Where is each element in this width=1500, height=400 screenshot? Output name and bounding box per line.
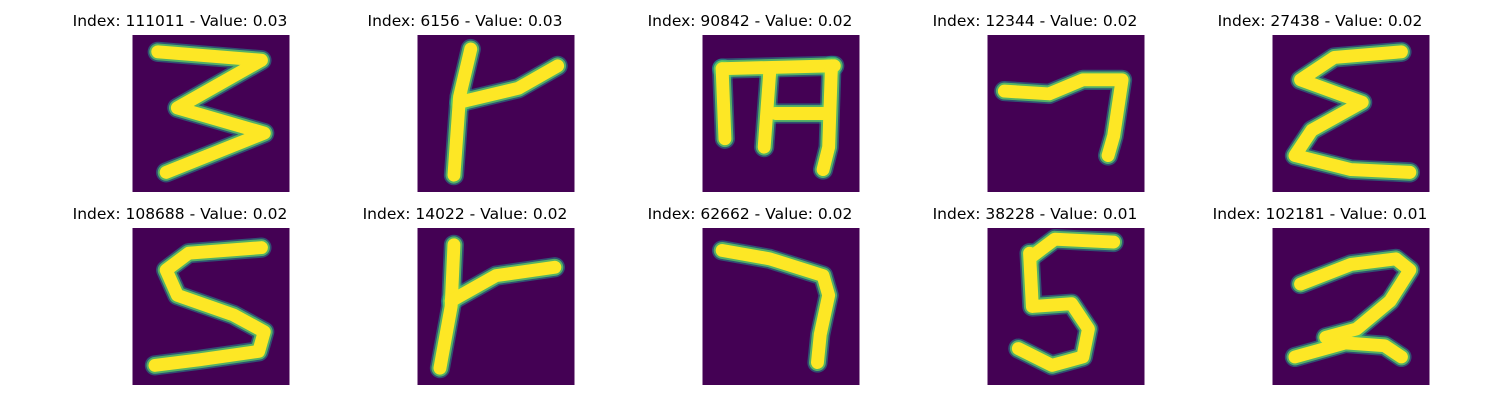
digit-stroke — [453, 59, 565, 109]
digit-image — [1272, 228, 1430, 385]
digit-stroke — [444, 260, 562, 308]
digit-image — [987, 228, 1145, 385]
panel-title: Index: 102181 - Value: 0.01 — [1212, 205, 1428, 223]
digit-image — [702, 228, 860, 385]
digit-stroke — [1288, 45, 1417, 179]
panel-title: Index: 108688 - Value: 0.02 — [72, 205, 288, 223]
panel-3: Index: 90842 - Value: 0.02 — [600, 0, 900, 193]
digit-stroke — [816, 59, 838, 177]
digit-image — [987, 35, 1145, 192]
panel-5: Index: 27438 - Value: 0.02 — [1170, 0, 1470, 193]
panel-title: Index: 27438 - Value: 0.02 — [1217, 12, 1423, 30]
digit-stroke — [757, 64, 777, 154]
panel-1: Index: 111011 - Value: 0.03 — [30, 0, 330, 193]
digit-stroke — [715, 62, 732, 146]
digit-stroke — [1025, 232, 1121, 263]
digit-image — [132, 35, 290, 192]
panel-7: Index: 14022 - Value: 0.02 — [315, 193, 615, 386]
panel-title: Index: 111011 - Value: 0.03 — [72, 12, 288, 30]
panel-title: Index: 14022 - Value: 0.02 — [362, 205, 568, 223]
digit-stroke — [997, 73, 1129, 163]
digit-image — [417, 228, 575, 385]
digit-stroke — [151, 45, 271, 179]
digit-image — [132, 228, 290, 385]
digit-stroke — [715, 243, 836, 370]
digit-image — [1272, 35, 1430, 192]
panel-8: Index: 62662 - Value: 0.02 — [600, 193, 900, 386]
panel-title: Index: 6156 - Value: 0.03 — [367, 12, 563, 30]
panel-title: Index: 12344 - Value: 0.02 — [932, 12, 1138, 30]
panel-2: Index: 6156 - Value: 0.03 — [315, 0, 615, 193]
digit-stroke — [1288, 336, 1408, 364]
panel-title: Index: 62662 - Value: 0.02 — [647, 205, 853, 223]
digit-stroke — [148, 241, 271, 372]
digit-image — [417, 35, 575, 192]
digit-stroke — [1011, 246, 1095, 372]
panel-6: Index: 108688 - Value: 0.02 — [30, 193, 330, 386]
digit-image — [702, 35, 860, 192]
panel-4: Index: 12344 - Value: 0.02 — [885, 0, 1185, 193]
panel-10: Index: 102181 - Value: 0.01 — [1170, 193, 1470, 386]
panel-title: Index: 90842 - Value: 0.02 — [647, 12, 853, 30]
panel-9: Index: 38228 - Value: 0.01 — [885, 193, 1185, 386]
panel-title: Index: 38228 - Value: 0.01 — [932, 205, 1138, 223]
digit-stroke — [1294, 252, 1417, 344]
digit-stroke — [715, 59, 841, 76]
